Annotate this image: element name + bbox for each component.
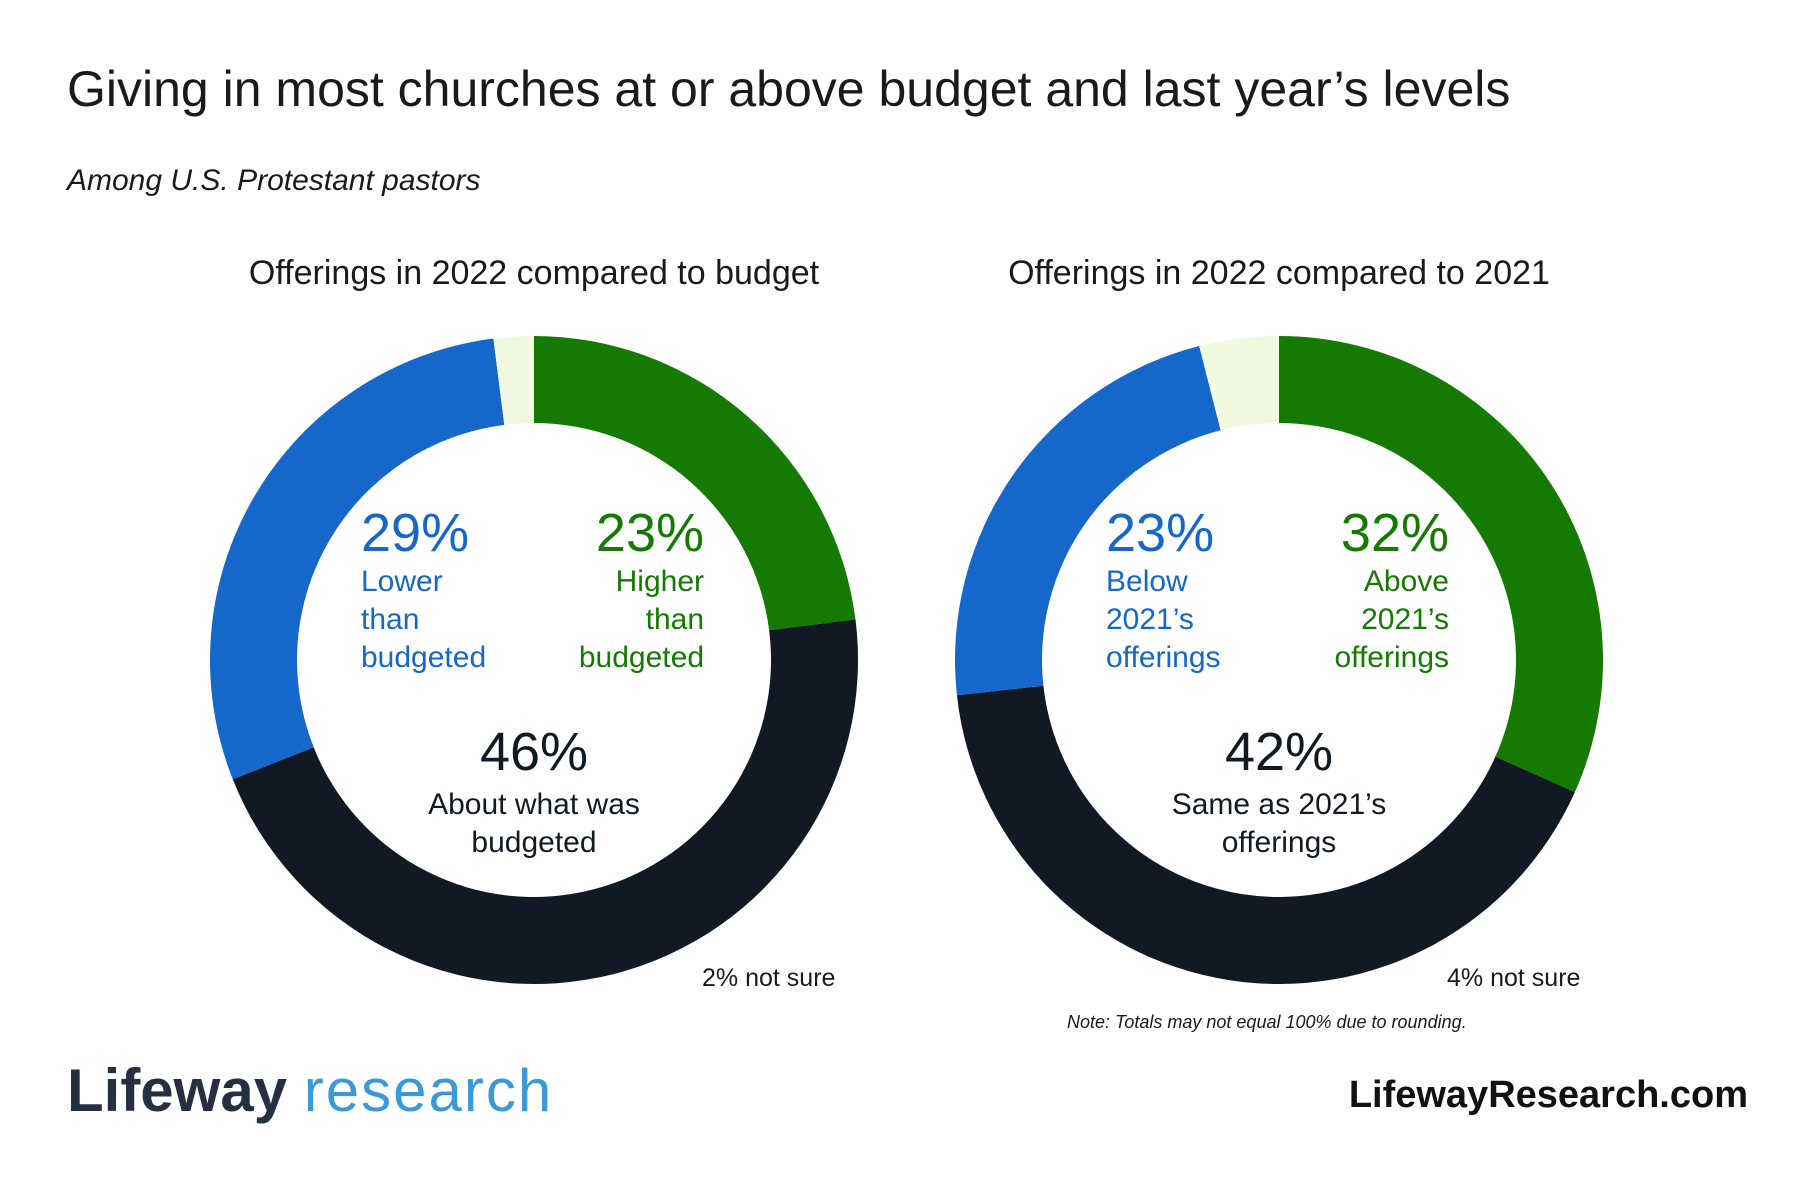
category-label: not sure: [1490, 964, 1581, 992]
value-label: 23%: [1106, 503, 1215, 563]
value-label: 42%: [1224, 722, 1334, 782]
data-label: 23% Higher than budgeted: [494, 503, 704, 677]
chart-title: Offerings in 2022 compared to 2021: [1008, 254, 1550, 292]
category-label: Same as 2021’s offerings: [1171, 788, 1387, 859]
title: Giving in most churches at or above budg…: [67, 61, 1511, 117]
category-label: Lower than budgeted: [361, 565, 487, 674]
brand-logo: Lifeway research: [67, 1056, 553, 1125]
donut-segment: [209, 338, 505, 780]
subtitle: Among U.S. Protestant pastors: [67, 164, 481, 197]
brand: Lifeway: [67, 1057, 288, 1124]
donut-segment: [493, 336, 534, 425]
value-label: 23%: [595, 503, 704, 563]
data-label: 23% Below 2021’s offerings: [1106, 503, 1316, 677]
data-label: 4% not sure: [1447, 964, 1580, 993]
value-label: 4%: [1447, 964, 1484, 992]
chart-title: Offerings in 2022 compared to budget: [248, 254, 820, 292]
donut-segment: [955, 345, 1221, 696]
value-label: 46%: [479, 722, 589, 782]
category-label: not sure: [745, 964, 836, 992]
value-label: 29%: [361, 503, 470, 563]
data-label: 42% Same as 2021’s offerings: [1119, 722, 1439, 862]
value-label: 32%: [1340, 503, 1449, 563]
category-label: Below 2021’s offerings: [1106, 565, 1221, 674]
donut-segment: [1199, 336, 1279, 431]
donut-segment: [534, 336, 856, 631]
website: LifewayResearch.com: [1348, 1074, 1748, 1116]
donut-segment: [1279, 336, 1603, 793]
donut-segment: [956, 685, 1575, 985]
value-label: 2%: [702, 964, 739, 992]
note: Note: Totals may not equal 100% due to r…: [1067, 1012, 1467, 1032]
data-label: 2% not sure: [702, 964, 835, 993]
data-label: 29% Lower than budgeted: [361, 503, 571, 677]
brand-suffix: research: [303, 1057, 554, 1124]
category-label: Higher than budgeted: [578, 565, 705, 674]
category-label: Above 2021’s offerings: [1334, 565, 1450, 674]
category-label: About what was budgeted: [428, 788, 640, 859]
data-label: 32% Above 2021’s offerings: [1239, 503, 1449, 677]
donut-segment: [232, 619, 858, 984]
data-label: 46% About what was budgeted: [374, 722, 694, 862]
